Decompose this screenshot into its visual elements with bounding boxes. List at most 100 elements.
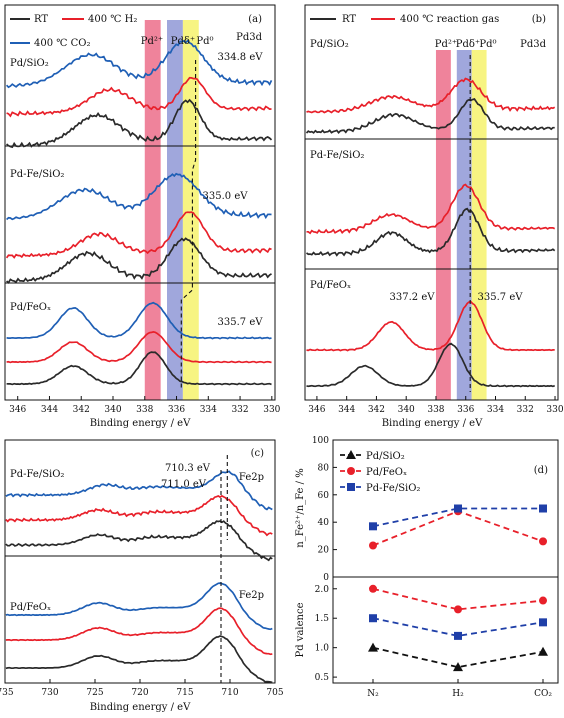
panel-d-bottom-point-1-1 <box>454 605 462 614</box>
panel-c-xlabel: Binding energy / eV <box>90 702 191 713</box>
panel-a-xaxis-tick-label-6: 334 <box>200 405 217 415</box>
panel-c-anno-2: 711.0 eV <box>161 479 207 490</box>
panel-d-bottom-ylabel: Pd valence <box>295 602 306 657</box>
fe2p-c-series-1-2 <box>5 582 273 631</box>
panel-c-xaxis-tick-label-0: 735 <box>0 688 14 698</box>
panel-a-xaxis-tick-label-3: 340 <box>104 405 121 415</box>
panel-a-xaxis-tick-label-7: 332 <box>231 405 248 415</box>
panel-b-frame <box>304 4 559 401</box>
panel-d-bottom-tick-label-1: 1.0 <box>315 644 330 654</box>
panel-a-anno-2: 335.0 eV <box>203 191 249 202</box>
panel-c-spectrum-top: Fe2p <box>239 472 264 483</box>
pd3d-b-series-0-0 <box>305 98 555 134</box>
panel-a-xaxis-tick-label-4: 338 <box>136 405 153 415</box>
pd3d-a-guide-line <box>180 60 197 390</box>
pd3d-b-series-1-0 <box>306 207 556 257</box>
panel-d-legend-marker-1 <box>347 467 355 475</box>
fe2p-c-series-1-0 <box>5 635 273 684</box>
panel-d-bottom-line-2 <box>372 617 544 637</box>
panel-d-top-tick-label-1: 20 <box>318 546 330 556</box>
legend-b-rt-label: RT <box>342 14 356 25</box>
panel-d-legend-label-2: Pd-Fe/SiO₂ <box>366 483 420 494</box>
panel-d-x-label-2: CO₂ <box>534 689 552 699</box>
panel-d-bottom-point-1-2 <box>539 596 547 605</box>
panel-c-xaxis-tick-label-2: 725 <box>86 688 103 698</box>
panel-b-anno-2: 335.7 eV <box>478 292 524 303</box>
panel-a-tag: (a) <box>248 14 262 25</box>
panel-b-xaxis-tick-label-6: 334 <box>487 405 504 415</box>
pd3d-a-series-0-0 <box>6 98 273 149</box>
panel-d-bottom-point-0-2 <box>538 646 548 656</box>
panel-a-xaxis-tick-label-2: 342 <box>73 405 90 415</box>
pd3d-a-band-0 <box>144 20 161 400</box>
panel-d-tag: (d) <box>534 465 548 476</box>
panel-b-xaxis-tick-label-3: 340 <box>398 405 415 415</box>
band-b-label-pdd: Pdδ⁺ <box>456 39 480 50</box>
panel-b-xaxis-tick-label-7: 332 <box>517 405 534 415</box>
panel-a-anno-3: 335.7 eV <box>218 317 264 328</box>
band-b-label-pd0: Pd⁰ <box>479 39 496 50</box>
band-a-label-pdd: Pdδ⁺ <box>171 36 195 47</box>
panel-b-tag: (b) <box>532 14 546 25</box>
panel-d-top-ylabel: n_Fe²⁺/n_Fe / % <box>295 468 306 547</box>
legend-a-rt-label: RT <box>34 14 48 25</box>
panel-c-anno-1: 710.3 eV <box>165 463 211 474</box>
panel-a-anno-1: 334.8 eV <box>218 52 264 63</box>
pd3d-b-band-0 <box>435 50 451 400</box>
panel-d-top-point-1-1 <box>454 504 462 513</box>
legend-b-gas-label: 400 ℃ reaction gas <box>400 14 499 25</box>
panel-d-frame <box>332 439 559 684</box>
panel-b-sub3-label: Pd/FeOₓ <box>310 280 351 291</box>
panel-b-sub2-label: Pd-Fe/SiO₂ <box>310 150 364 161</box>
panel-d-bottom-point-2-1 <box>454 631 462 640</box>
panel-a-sub2-label: Pd-Fe/SiO₂ <box>10 169 64 180</box>
panel-a-xaxis-tick-label-8: 330 <box>263 405 280 415</box>
panel-a-sub3-label: Pd/FeOₓ <box>10 302 51 313</box>
band-b-label-pd2: Pd²⁺ <box>435 39 457 50</box>
panel-d-top-tick-label-5: 100 <box>312 436 329 446</box>
panel-d-legend-marker-2 <box>347 483 355 491</box>
panel-d-legend-marker-0 <box>346 450 356 459</box>
band-a-label-pd0: Pd⁰ <box>196 36 213 47</box>
pd3d-a-series-2-1 <box>6 331 272 364</box>
panel-d-legend-label-1: Pd/FeOₓ <box>366 467 407 478</box>
pd3d-a-series-0-1 <box>6 76 272 118</box>
pd3d-b-band-1 <box>456 50 472 400</box>
panel-d-top-point-1-0 <box>369 522 377 531</box>
panel-d-bottom-point-1-0 <box>369 584 377 593</box>
legend-a-h2-label: 400 ℃ H₂ <box>88 14 137 25</box>
pd3d-a-band-2 <box>182 20 199 400</box>
panel-d-bottom-point-0-1 <box>453 662 463 672</box>
panel-b-xaxis-tick-label-5: 336 <box>457 405 474 415</box>
panel-a-xlabel: Binding energy / eV <box>90 418 191 429</box>
panel-d-bottom-point-2-0 <box>369 614 377 623</box>
pd3d-b-series-2-1 <box>306 300 555 352</box>
panel-a-sub1-label: Pd/SiO₂ <box>10 58 49 69</box>
panel-d-bottom-tick-label-2: 1.5 <box>315 614 330 624</box>
panel-c-tag: (c) <box>251 448 265 459</box>
panel-b-xlabel: Binding energy / eV <box>382 418 483 429</box>
pd3d-a-series-1-1 <box>5 211 272 259</box>
panel-a-xaxis-tick-label-0: 346 <box>9 405 26 415</box>
pd3d-a-series-0-2 <box>5 39 273 89</box>
panel-c-sub2-label: Pd/FeOₓ <box>10 602 51 613</box>
panel-c-xaxis-tick-label-3: 720 <box>131 688 148 698</box>
panel-d-legend-label-0: Pd/SiO₂ <box>366 451 405 462</box>
panel-c-xaxis-tick-label-4: 715 <box>176 688 193 698</box>
panel-a-xaxis-tick-label-1: 344 <box>41 405 58 415</box>
panel-d-top-tick-label-4: 80 <box>318 463 330 473</box>
panel-a-xaxis-tick-label-5: 336 <box>168 405 185 415</box>
panel-b-xaxis-tick-label-4: 338 <box>427 405 444 415</box>
panel-b-xaxis-tick-label-8: 330 <box>546 405 563 415</box>
panel-b-xaxis-tick-label-1: 344 <box>338 405 355 415</box>
pd3d-a-series-2-2 <box>6 301 272 340</box>
panel-d-bottom-point-2-2 <box>539 618 547 627</box>
pd3d-a-series-1-0 <box>6 237 272 285</box>
panel-a-frame <box>4 4 276 401</box>
panel-d-bottom-tick-label-3: 2.0 <box>315 585 330 595</box>
panel-d-bottom-tick-label-0: 0.5 <box>315 673 330 683</box>
panel-b-anno-1: 337.2 eV <box>390 292 436 303</box>
band-a-label-pd2: Pd²⁺ <box>141 36 163 47</box>
pd3d-a-band-1 <box>167 20 183 400</box>
